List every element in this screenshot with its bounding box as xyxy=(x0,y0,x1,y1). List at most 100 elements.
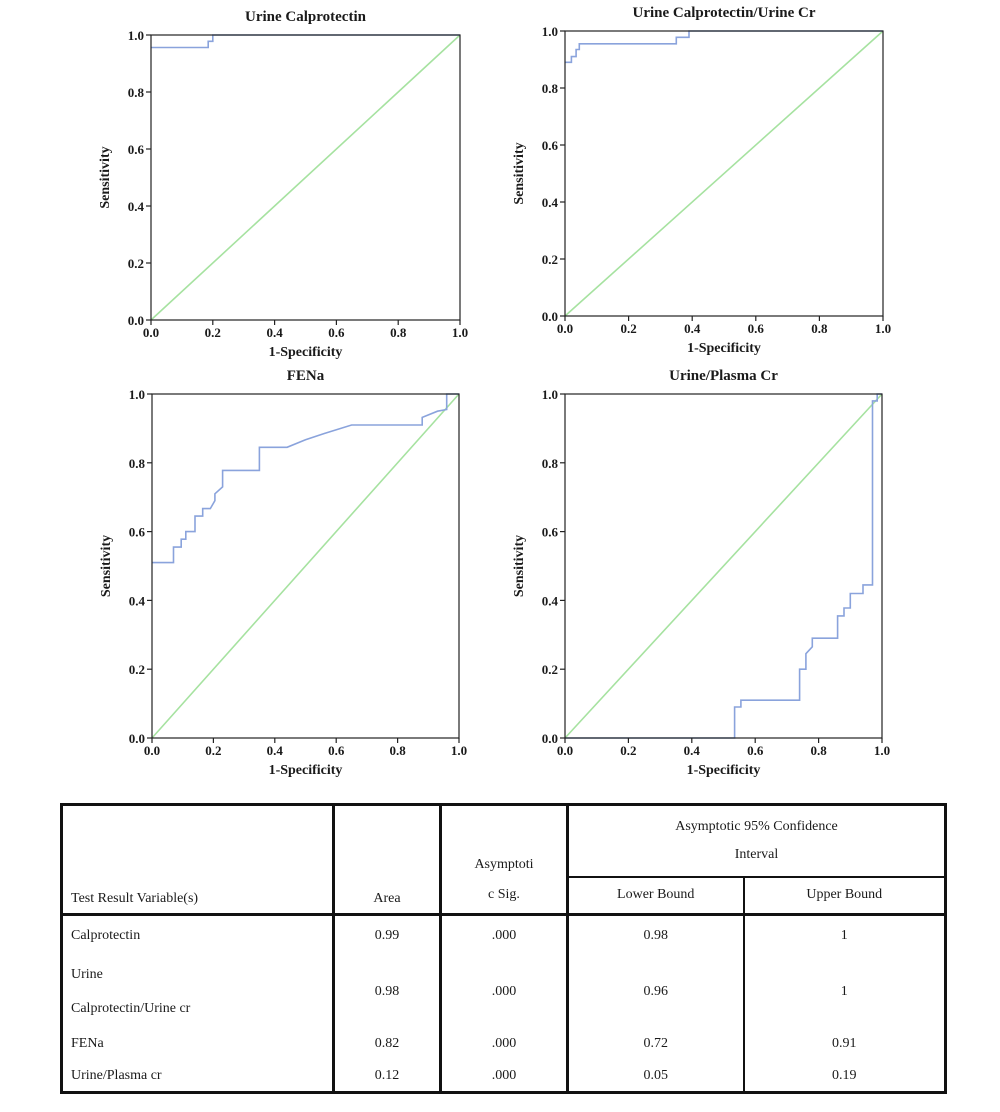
x-tick-label: 0.4 xyxy=(267,743,284,758)
y-tick-label: 1.0 xyxy=(129,387,145,402)
x-axis-label: 1-Specificity xyxy=(269,763,343,778)
y-tick-label: 0.8 xyxy=(542,456,559,471)
row-variable: Calprotectin xyxy=(62,915,334,957)
table-row: Urine Calprotectin/Urine cr 0.98 .000 0.… xyxy=(62,956,946,1027)
row-area: 0.98 xyxy=(332,956,441,1027)
x-tick-label: 0.0 xyxy=(557,743,573,758)
y-tick-label: 1.0 xyxy=(542,387,558,402)
roc-chart-1: Urine Calprotectin 0.0 0.2 0.4 0.6 0.8 1.0 0.0 0… xyxy=(98,9,468,360)
header-ci: Asymptotic 95% Confidence Interval xyxy=(566,804,946,878)
row-variable-line1: Urine/Plasma cr xyxy=(71,1067,162,1083)
chart-title: Urine Calprotectin xyxy=(245,9,367,25)
plot-frame xyxy=(564,393,883,739)
x-tick-label: 0.6 xyxy=(328,743,345,758)
roc-chart-2: Urine Calprotectin/Urine Cr 0.0 0.2 0.4 0.6 0… xyxy=(512,5,891,356)
row-lower: 0.98 xyxy=(566,914,744,957)
row-sig: .000 xyxy=(439,914,568,957)
roc-curve xyxy=(152,393,459,564)
chart-title: Urine/Plasma Cr xyxy=(669,368,778,384)
row-lower: 0.96 xyxy=(566,956,744,1027)
row-lower: 0.72 xyxy=(566,1026,744,1061)
x-axis-label: 1-Specificity xyxy=(687,763,761,778)
x-tick-label: 1.0 xyxy=(451,743,467,758)
reference-line xyxy=(150,34,461,321)
roc-curve xyxy=(565,30,883,64)
y-tick-label: 0.6 xyxy=(128,142,145,157)
y-tick-label: 0.8 xyxy=(542,81,559,96)
y-tick-label: 0.2 xyxy=(542,662,558,677)
row-sig: .000 xyxy=(439,1026,568,1061)
x-tick-label: 0.2 xyxy=(620,743,636,758)
reference-line xyxy=(564,393,883,739)
header-sig-line2: c Sig. xyxy=(488,886,520,902)
y-tick-label: 0.2 xyxy=(128,256,144,271)
x-tick-label: 0.6 xyxy=(747,743,764,758)
header-ci-line1: Asymptotic 95% Confidence xyxy=(675,818,838,834)
y-tick-label: 0.0 xyxy=(128,313,144,328)
y-tick-label: 0.8 xyxy=(129,456,146,471)
y-tick-label: 0.6 xyxy=(129,525,146,540)
x-tick-label: 0.4 xyxy=(684,321,701,336)
y-tick-label: 1.0 xyxy=(542,24,558,39)
x-axis-label: 1-Specificity xyxy=(269,345,343,360)
row-sig: .000 xyxy=(439,956,568,1027)
row-variable-line1: Calprotectin xyxy=(71,928,141,944)
table-row: Calprotectin 0.99 .000 0.98 1 xyxy=(62,914,946,957)
plot-frame xyxy=(151,393,460,739)
y-axis-label: Sensitivity xyxy=(512,142,527,204)
y-tick-label: 0.2 xyxy=(129,662,145,677)
y-tick-label: 0.4 xyxy=(128,199,145,214)
chart-title: FENa xyxy=(287,368,325,384)
row-area: 0.99 xyxy=(332,914,441,957)
y-tick-label: 0.2 xyxy=(542,252,558,267)
table-row: FENa 0.82 .000 0.72 0.91 xyxy=(62,1026,946,1061)
y-axis-label: Sensitivity xyxy=(512,535,527,597)
header-sig-line1: Asymptoti xyxy=(474,856,534,872)
row-upper: 0.19 xyxy=(742,1060,946,1093)
x-tick-label: 1.0 xyxy=(874,743,890,758)
y-axis-label: Sensitivity xyxy=(99,535,114,597)
row-variable-line1: Urine xyxy=(71,966,103,982)
x-tick-label: 0.4 xyxy=(684,743,701,758)
header-sig: Asymptoti c Sig. xyxy=(439,804,568,916)
x-tick-label: 0.8 xyxy=(389,743,406,758)
row-variable: Urine/Plasma cr xyxy=(62,1061,334,1093)
x-tick-label: 0.4 xyxy=(266,325,283,340)
x-tick-label: 0.8 xyxy=(810,743,827,758)
row-area: 0.82 xyxy=(332,1026,441,1061)
y-tick-label: 1.0 xyxy=(128,28,144,43)
y-tick-label: 0.6 xyxy=(542,138,559,153)
row-upper: 1 xyxy=(742,956,946,1027)
x-tick-label: 0.2 xyxy=(205,743,221,758)
roc-results-table: Test Result Variable(s) Area Asymptoti c… xyxy=(60,803,947,1094)
plot-frame xyxy=(564,30,884,317)
table-row: Urine/Plasma cr 0.12 .000 0.05 0.19 xyxy=(62,1060,946,1093)
reference-line xyxy=(564,30,884,317)
header-variable: Test Result Variable(s) xyxy=(61,804,334,916)
reference-line xyxy=(151,393,460,739)
x-tick-label: 0.8 xyxy=(390,325,407,340)
row-variable-line2: Calprotectin/Urine cr xyxy=(71,1000,191,1016)
roc-curve xyxy=(565,393,882,739)
y-axis-label: Sensitivity xyxy=(98,146,113,208)
row-upper: 0.91 xyxy=(742,1026,946,1061)
y-tick-label: 0.0 xyxy=(542,731,558,746)
header-lower-bound: Lower Bound xyxy=(566,876,744,916)
x-tick-label: 1.0 xyxy=(452,325,468,340)
row-variable-line1: FENa xyxy=(71,1035,104,1051)
row-variable: FENa xyxy=(62,1027,334,1061)
y-tick-label: 0.4 xyxy=(129,593,146,608)
y-tick-label: 0.0 xyxy=(129,731,145,746)
x-tick-label: 0.0 xyxy=(144,743,160,758)
header-ci-line2: Interval xyxy=(734,846,779,862)
y-tick-label: 0.0 xyxy=(542,309,558,324)
x-tick-label: 0.8 xyxy=(811,321,828,336)
x-tick-label: 0.0 xyxy=(557,321,573,336)
x-tick-label: 0.6 xyxy=(328,325,345,340)
row-area: 0.12 xyxy=(332,1060,441,1093)
row-lower: 0.05 xyxy=(566,1060,744,1093)
roc-curve xyxy=(151,34,460,49)
row-sig: .000 xyxy=(439,1060,568,1093)
x-axis-label: 1-Specificity xyxy=(687,341,761,356)
x-tick-label: 0.0 xyxy=(143,325,159,340)
